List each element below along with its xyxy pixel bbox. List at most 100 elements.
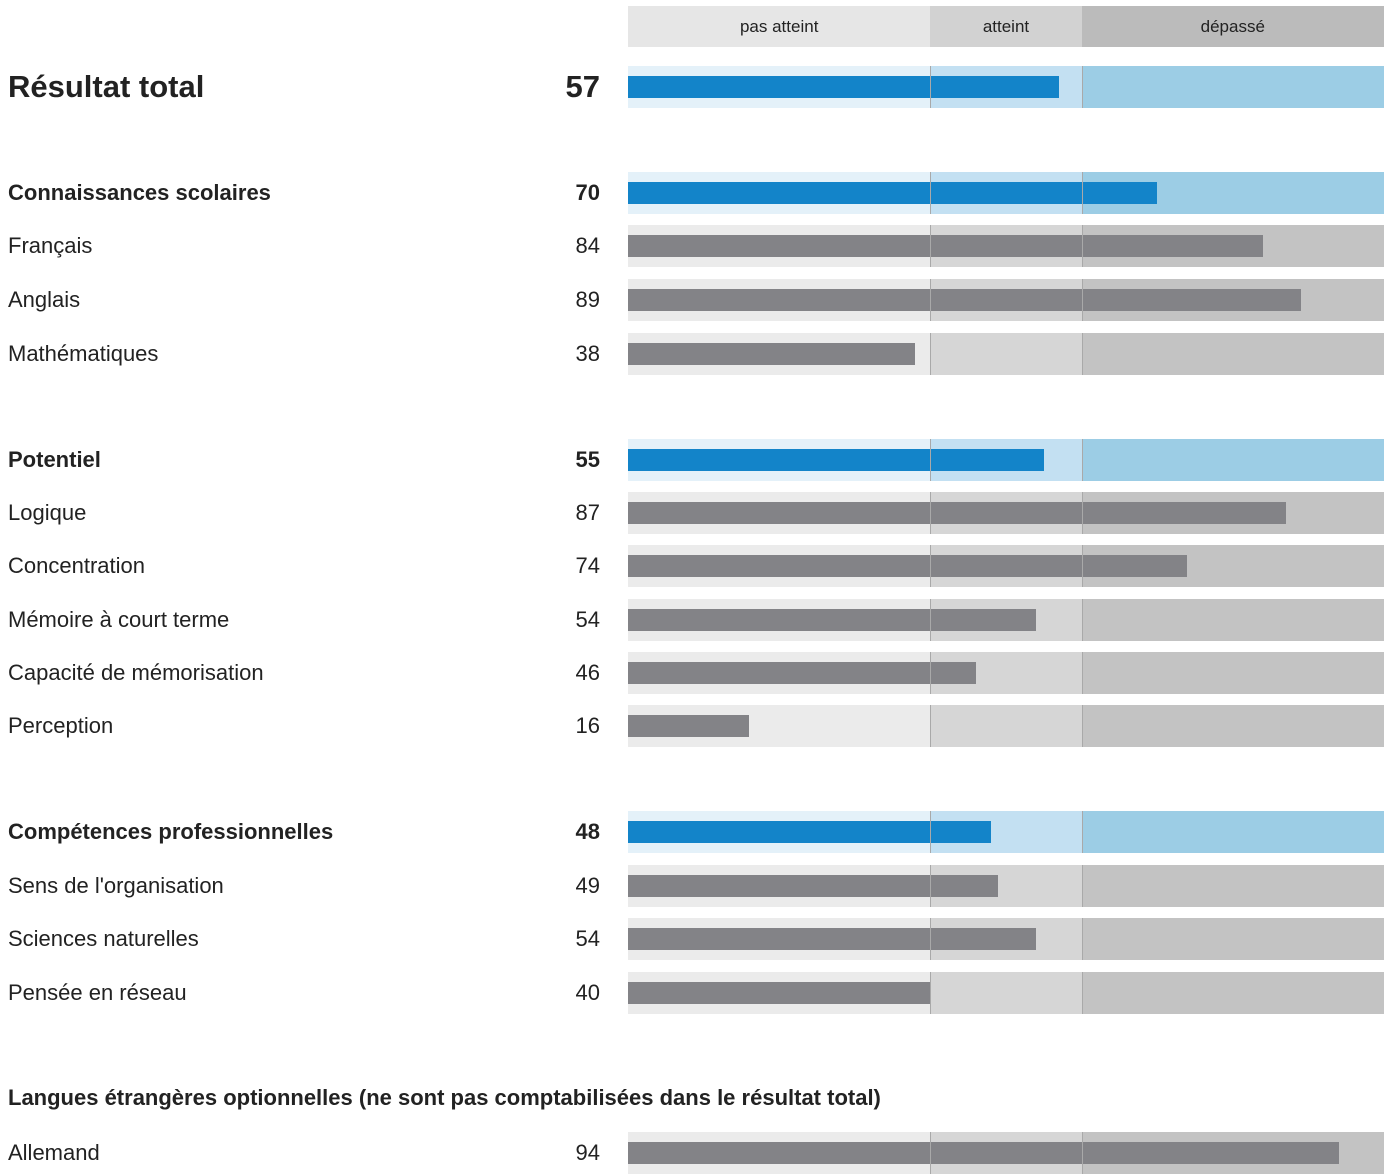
chart-row: Compétences professionnelles 48 — [0, 811, 1392, 853]
row-label: Potentiel — [8, 447, 101, 472]
row-value-label: 54 — [575, 926, 600, 951]
row-value-label: 57 — [565, 69, 600, 104]
band-label-not-reached: pas atteint — [628, 6, 931, 47]
chart-row: Potentiel 55 — [0, 439, 1392, 481]
row-label: Sciences naturelles — [8, 926, 199, 951]
row-label: Mathématiques — [8, 341, 159, 366]
chart-row: Pensée en réseau 40 — [0, 972, 1392, 1014]
row-label: Concentration — [8, 553, 145, 578]
row-label: Logique — [8, 500, 87, 525]
band-segment — [1081, 599, 1384, 641]
band-divider — [930, 705, 932, 747]
band-divider — [930, 1132, 932, 1174]
band-divider — [1081, 705, 1083, 747]
band-divider — [930, 972, 932, 1014]
band-divider — [1081, 918, 1083, 960]
row-label: Sens de l'organisation — [8, 873, 224, 898]
value-bar — [628, 821, 991, 843]
value-bar — [628, 555, 1188, 577]
value-bar — [628, 875, 999, 897]
row-value-label: 49 — [575, 873, 600, 898]
value-bar — [628, 982, 931, 1004]
band-divider — [930, 652, 932, 694]
row-label: Connaissances scolaires — [8, 180, 271, 205]
value-bar — [628, 76, 1059, 98]
bar-track — [628, 652, 1384, 694]
value-bar — [628, 609, 1037, 631]
row-label: Perception — [8, 713, 114, 738]
value-bar — [628, 235, 1264, 257]
value-bar — [628, 662, 976, 684]
band-segment — [1081, 652, 1384, 694]
chart-row: Concentration 74 — [0, 545, 1392, 587]
band-divider — [930, 545, 932, 587]
band-divider — [1081, 1132, 1083, 1174]
band-header: pas atteint atteint dépassé — [628, 6, 1384, 47]
row-value-label: 89 — [575, 287, 600, 312]
chart-row: Mathématiques 38 — [0, 333, 1392, 375]
chart-row: Anglais 89 — [0, 279, 1392, 321]
bar-track — [628, 172, 1384, 214]
bar-track — [628, 1132, 1384, 1174]
band-label-exceeded: dépassé — [1081, 6, 1384, 47]
bar-track — [628, 918, 1384, 960]
band-divider — [930, 918, 932, 960]
row-value-label: 87 — [575, 500, 600, 525]
band-divider — [1081, 279, 1083, 321]
band-divider — [1081, 333, 1083, 375]
band-segment — [1081, 66, 1384, 108]
bar-track — [628, 972, 1384, 1014]
chart-row: Allemand 94 — [0, 1132, 1392, 1174]
bar-track — [628, 279, 1384, 321]
band-divider — [1081, 545, 1083, 587]
value-bar — [628, 715, 749, 737]
band-divider — [1081, 172, 1083, 214]
band-segment — [930, 705, 1082, 747]
chart-row: Sciences naturelles 54 — [0, 918, 1392, 960]
row-value-label: 94 — [575, 1140, 600, 1165]
row-value-label: 70 — [575, 180, 600, 205]
band-divider — [930, 811, 932, 853]
bar-track — [628, 545, 1384, 587]
row-value-label: 48 — [575, 819, 600, 844]
band-segment — [1081, 705, 1384, 747]
band-divider — [930, 333, 932, 375]
band-divider — [1081, 66, 1083, 108]
band-divider — [930, 172, 932, 214]
band-divider — [930, 279, 932, 321]
row-label: Capacité de mémorisation — [8, 660, 264, 685]
bar-track — [628, 705, 1384, 747]
chart-row: Logique 87 — [0, 492, 1392, 534]
band-segment — [930, 333, 1082, 375]
band-segment — [930, 972, 1082, 1014]
band-divider — [1081, 492, 1083, 534]
value-bar — [628, 289, 1301, 311]
band-divider — [1081, 225, 1083, 267]
band-divider — [1081, 972, 1083, 1014]
value-bar — [628, 502, 1286, 524]
band-segment — [1081, 811, 1384, 853]
band-divider — [1081, 865, 1083, 907]
chart-row: Capacité de mémorisation 46 — [0, 652, 1392, 694]
bar-track — [628, 333, 1384, 375]
bar-track — [628, 439, 1384, 481]
band-segment — [1081, 918, 1384, 960]
bar-track — [628, 492, 1384, 534]
value-bar — [628, 1142, 1339, 1164]
bar-track — [628, 811, 1384, 853]
row-value-label: 84 — [575, 233, 600, 258]
band-divider — [930, 66, 932, 108]
value-bar — [628, 343, 916, 365]
band-segment — [1081, 439, 1384, 481]
band-divider — [930, 439, 932, 481]
bar-track — [628, 66, 1384, 108]
row-value-label: 54 — [575, 607, 600, 632]
row-label: Français — [8, 233, 93, 258]
band-divider — [930, 865, 932, 907]
row-label: Mémoire à court terme — [8, 607, 230, 632]
band-divider — [1081, 439, 1083, 481]
row-label: Pensée en réseau — [8, 980, 187, 1005]
row-value-label: 74 — [575, 553, 600, 578]
bar-track — [628, 865, 1384, 907]
band-divider — [1081, 652, 1083, 694]
